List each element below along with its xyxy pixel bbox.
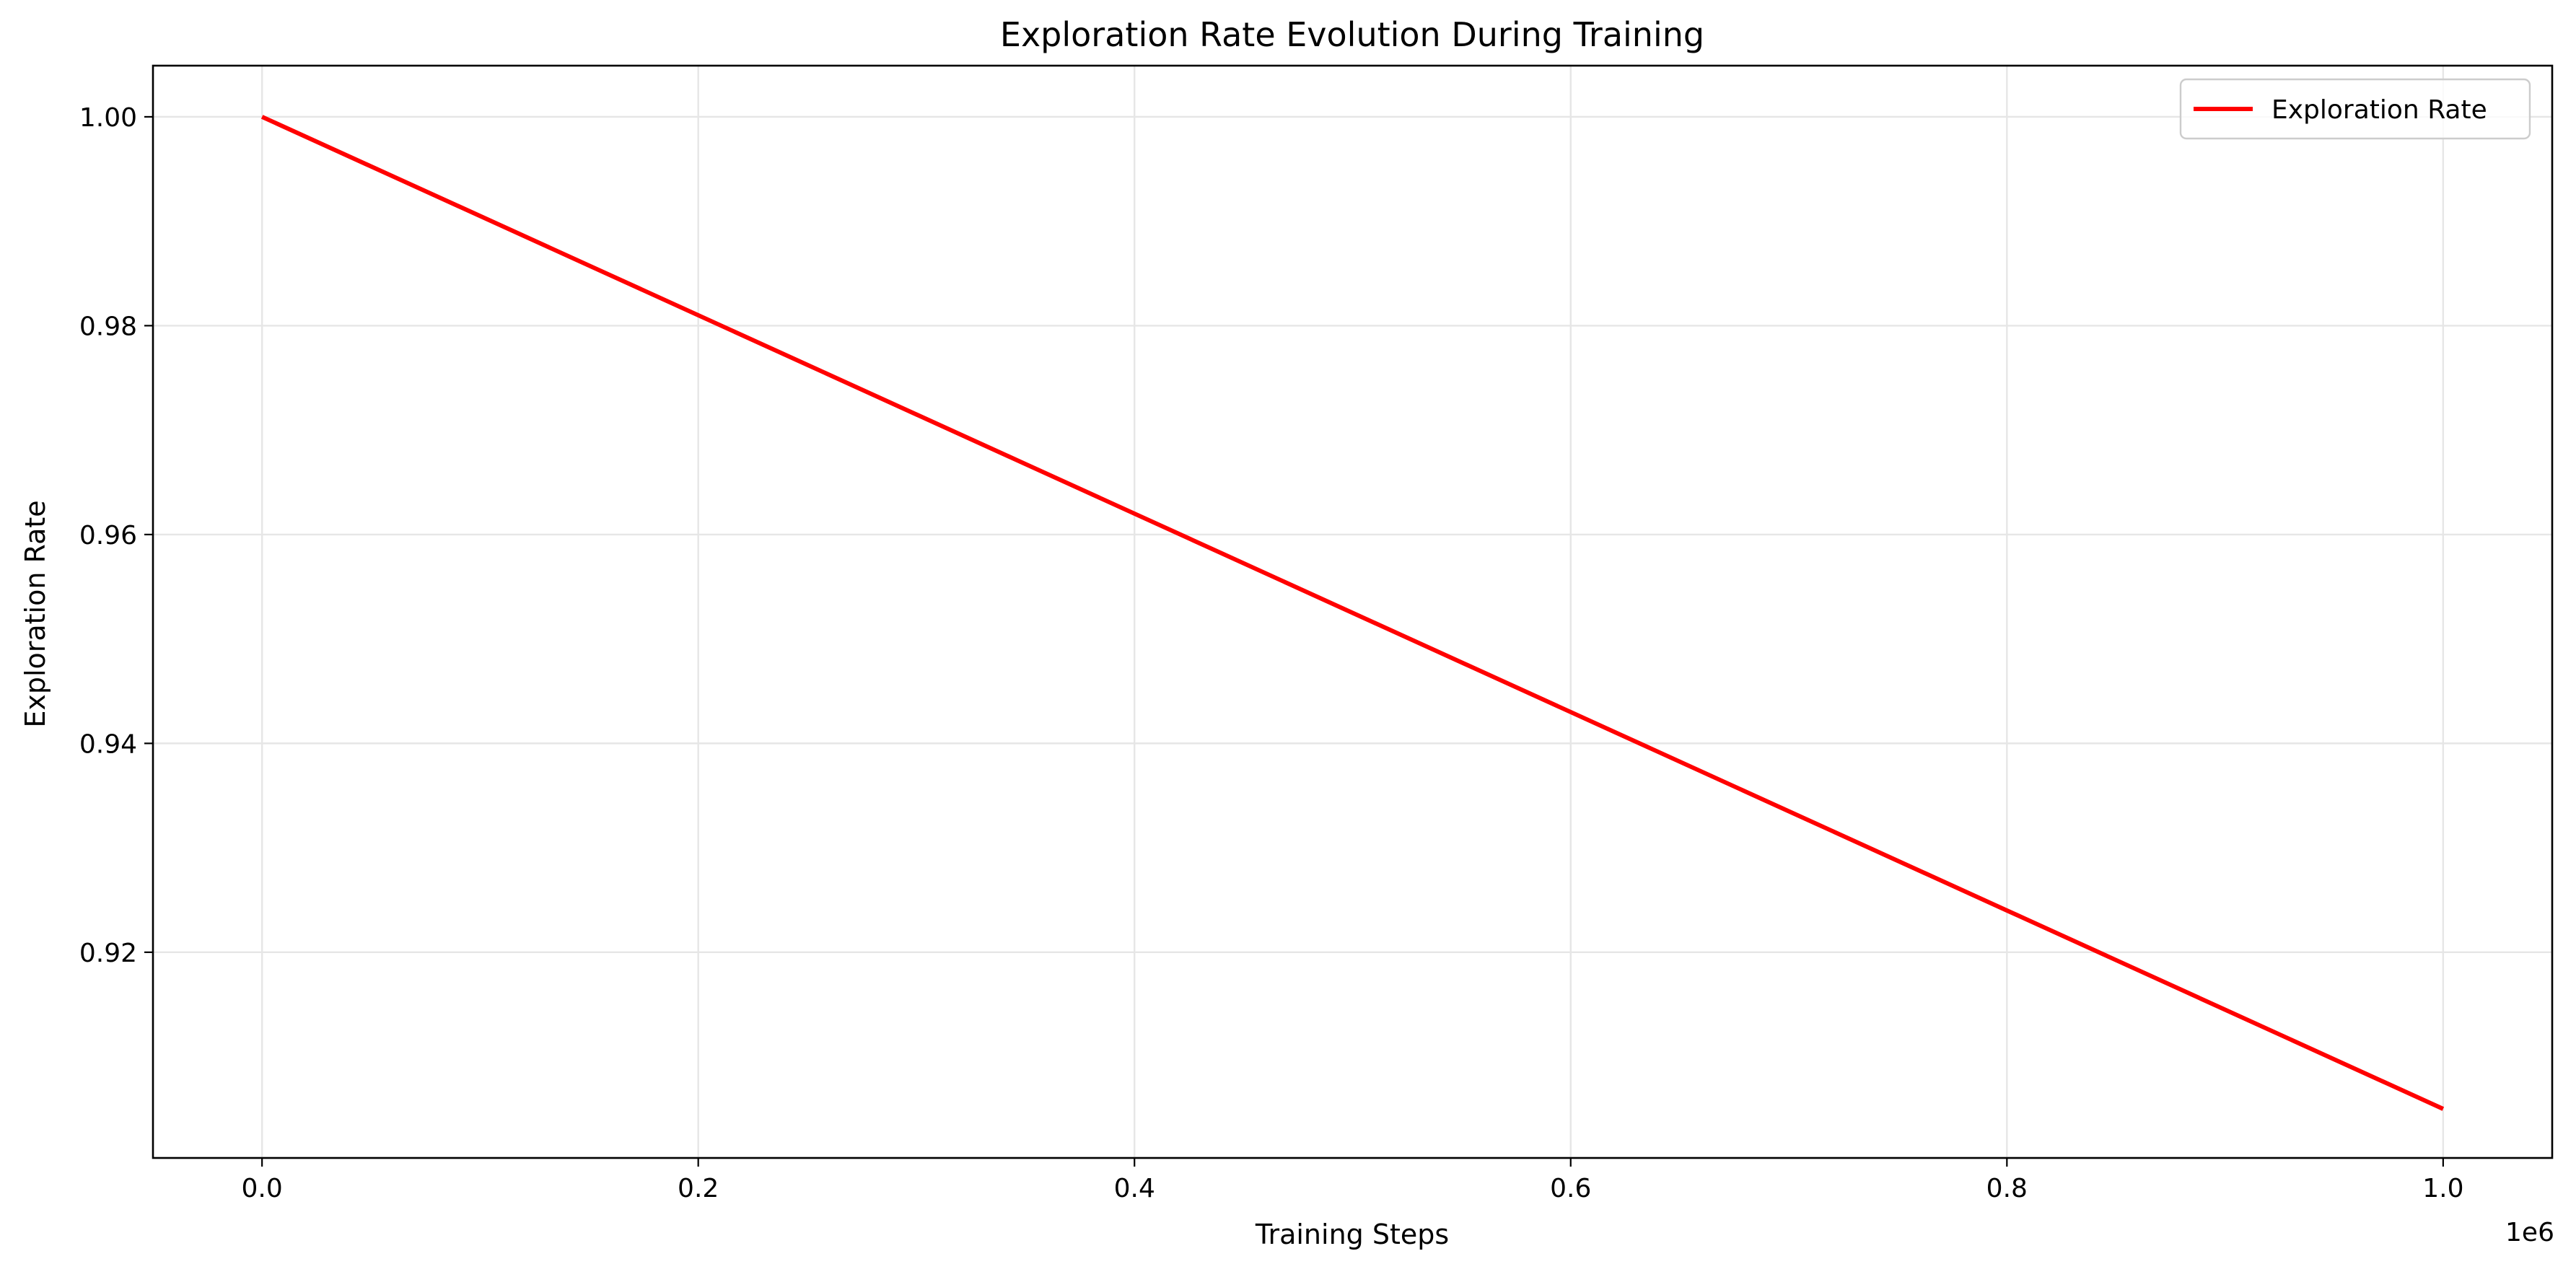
y-axis-label: Exploration Rate <box>19 500 51 727</box>
x-tick-label: 0.8 <box>1986 1174 2028 1203</box>
y-tick-label: 0.92 <box>79 939 137 968</box>
plot-frame <box>152 64 2554 1159</box>
x-axis-offset-label: 1e6 <box>2505 1218 2554 1247</box>
x-tick-label: 0.6 <box>1550 1174 1591 1203</box>
x-axis: 0.0 0.2 0.4 0.6 0.8 1.0 <box>242 1158 2463 1203</box>
x-tick-label: 0.2 <box>678 1174 719 1203</box>
grid <box>153 66 2552 1158</box>
legend-label: Exploration Rate <box>2271 95 2487 125</box>
y-tick-label: 0.94 <box>79 729 137 759</box>
x-tick-label: 1.0 <box>2422 1174 2463 1203</box>
y-tick-label: 1.00 <box>79 103 137 133</box>
series-line <box>260 115 2445 1111</box>
y-tick-label: 0.96 <box>79 521 137 550</box>
x-axis-label: Training Steps <box>1255 1219 1449 1250</box>
legend: Exploration Rate <box>2179 78 2531 140</box>
x-tick-label: 0.0 <box>242 1174 283 1203</box>
series-layer <box>260 115 2445 1111</box>
legend-box <box>2179 78 2531 140</box>
x-tick-label: 0.4 <box>1114 1174 1155 1203</box>
y-tick-label: 0.98 <box>79 312 137 341</box>
chart-title: Exploration Rate Evolution During Traini… <box>1000 15 1704 54</box>
y-axis: 0.92 0.94 0.96 0.98 1.00 <box>79 103 153 968</box>
